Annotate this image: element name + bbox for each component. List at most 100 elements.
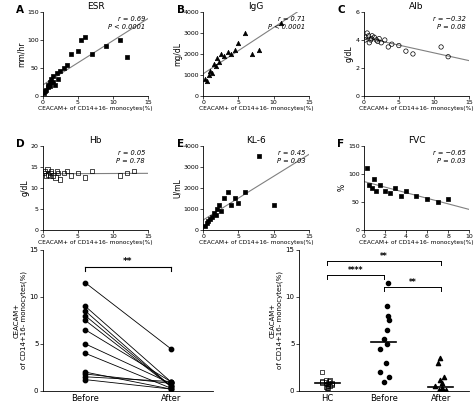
Point (215, 59, 222, 66)
Title: KL-6: KL-6 (246, 136, 266, 145)
Point (167, 380, 174, 386)
Text: r = 0.69
P < 0.0001: r = 0.69 P < 0.0001 (108, 16, 145, 30)
Point (167, 380, 174, 386)
Point (88, 168, 96, 174)
Point (52, 174, 59, 181)
Y-axis label: g/dL: g/dL (345, 46, 354, 62)
Point (82, 350, 89, 357)
Point (376, 182, 383, 188)
Point (220, 195, 228, 202)
Point (444, 54, 452, 60)
Point (228, 202, 235, 208)
X-axis label: CEACAM+ of CD14+16- monocytes(%): CEACAM+ of CD14+16- monocytes(%) (38, 240, 153, 245)
Point (40, 170, 48, 177)
Point (167, 383, 174, 389)
Point (383, 326, 391, 333)
Point (167, 385, 174, 391)
Point (167, 386, 174, 392)
Point (78, 37, 85, 43)
Point (242, 189, 249, 195)
Point (380, 336, 387, 343)
Text: ****: **** (348, 266, 363, 275)
Point (438, 386, 446, 392)
Point (167, 383, 174, 389)
Text: A: A (16, 5, 24, 15)
Text: F: F (337, 139, 345, 150)
Point (204, 218, 212, 224)
Point (82, 317, 89, 324)
Point (431, 383, 439, 389)
Point (206, 67, 214, 74)
Point (318, 369, 325, 375)
Point (82, 303, 89, 310)
Title: ESR: ESR (87, 2, 104, 11)
Title: Hb: Hb (89, 136, 102, 145)
Text: **: ** (380, 252, 388, 261)
Point (277, 19, 284, 26)
Point (413, 193, 420, 199)
Point (212, 63, 219, 70)
Point (56, 176, 64, 183)
Text: E: E (177, 139, 184, 150)
Point (444, 196, 452, 202)
Point (392, 185, 399, 191)
Point (45, 81, 52, 88)
Point (82, 376, 89, 383)
Point (376, 345, 383, 352)
Point (46, 79, 54, 85)
X-axis label: CEACAM+ of CD14+16- monocytes(%): CEACAM+ of CD14+16- monocytes(%) (359, 106, 474, 111)
Point (324, 385, 331, 391)
Point (116, 172, 124, 179)
Point (327, 376, 334, 383)
Point (385, 374, 393, 380)
Point (438, 386, 446, 392)
Point (270, 202, 277, 208)
Point (374, 38, 382, 45)
Title: Alb: Alb (409, 2, 424, 11)
Point (440, 374, 448, 380)
Point (49, 73, 57, 79)
Point (167, 386, 174, 392)
Point (382, 359, 389, 366)
Point (201, 222, 209, 229)
Point (82, 374, 89, 380)
Point (203, 78, 210, 84)
Point (395, 42, 402, 49)
Point (215, 202, 222, 208)
Point (324, 381, 331, 388)
Point (167, 345, 174, 352)
Point (437, 376, 444, 383)
Point (224, 189, 232, 195)
Text: r = 0.45
P = 0.03: r = 0.45 P = 0.03 (277, 150, 306, 164)
Y-axis label: mg/dL: mg/dL (173, 42, 182, 66)
Point (42, 87, 50, 93)
Y-axis label: g/dL: g/dL (20, 180, 29, 196)
Point (381, 37, 389, 43)
Point (40, 90, 48, 96)
Point (82, 341, 89, 347)
Point (102, 42, 110, 49)
Point (130, 168, 138, 174)
Point (381, 187, 389, 194)
Point (210, 61, 218, 68)
Point (74, 48, 82, 54)
Point (319, 378, 326, 385)
Point (123, 170, 131, 177)
Point (212, 212, 219, 218)
Point (367, 37, 374, 43)
Point (438, 380, 446, 386)
Point (383, 341, 391, 347)
Point (42, 172, 50, 179)
Point (206, 216, 214, 222)
Y-axis label: %: % (337, 184, 346, 191)
Point (436, 387, 443, 394)
Point (328, 382, 335, 388)
Text: **: ** (409, 278, 416, 287)
Point (365, 39, 373, 46)
Point (64, 62, 71, 69)
Point (60, 64, 68, 71)
Point (82, 312, 89, 319)
Point (434, 359, 442, 366)
Point (167, 378, 174, 385)
Y-axis label: CEACAM+
of CD14+16- monocytes(%): CEACAM+ of CD14+16- monocytes(%) (269, 271, 283, 370)
